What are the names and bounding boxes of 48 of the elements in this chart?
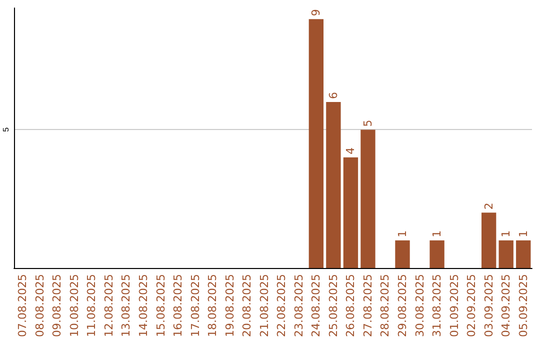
x-tick-label: 08.08.2025: [33, 274, 46, 337]
data-label: 1: [430, 230, 444, 238]
data-label: 4: [344, 147, 358, 154]
bar: [481, 212, 496, 268]
x-tick-label: 24.08.2025: [310, 274, 323, 337]
bar: [360, 130, 376, 268]
x-tick-label: 14.08.2025: [137, 274, 150, 337]
x-tick-label: 01.09.2025: [448, 274, 461, 337]
x-tick-label: 30.08.2025: [413, 274, 426, 337]
bar: [430, 240, 444, 268]
bar: [516, 240, 531, 268]
x-tick-label: 13.08.2025: [120, 274, 133, 337]
bar: [395, 240, 410, 268]
x-tick-label: 15.08.2025: [154, 274, 168, 337]
data-label: 1: [396, 230, 409, 238]
x-tick-label: 04.09.2025: [500, 274, 513, 337]
x-tick-label: 27.08.2025: [361, 274, 374, 337]
x-tick-label: 28.08.2025: [378, 274, 392, 337]
x-tick-label: 31.08.2025: [430, 274, 444, 337]
x-tick-label: 29.08.2025: [396, 274, 409, 337]
data-label: 5: [361, 120, 374, 127]
x-tick-label: 18.08.2025: [206, 274, 220, 337]
x-tick-label: 07.08.2025: [16, 274, 30, 337]
x-tick-label: 02.09.2025: [465, 274, 478, 337]
bar: [343, 157, 358, 268]
x-tick-label: 22.08.2025: [275, 274, 288, 337]
x-tick-label: 25.08.2025: [326, 274, 340, 337]
x-tick-label: 03.09.2025: [482, 274, 496, 337]
bar: [498, 240, 514, 268]
x-tick-label: 12.08.2025: [102, 274, 116, 337]
x-tick-label: 05.09.2025: [516, 274, 530, 337]
x-tick-label: 19.08.2025: [223, 274, 236, 337]
x-tick-label: 26.08.2025: [344, 274, 358, 337]
x-tick-label: 16.08.2025: [172, 274, 185, 337]
data-label: 1: [516, 230, 530, 238]
data-label: 2: [482, 202, 496, 210]
data-label: 9: [310, 9, 323, 16]
x-tick-label: 23.08.2025: [292, 274, 306, 337]
x-tick-label: 20.08.2025: [240, 274, 254, 337]
data-label: 1: [500, 230, 513, 238]
bar: [326, 102, 341, 268]
x-tick-label: 09.08.2025: [50, 274, 64, 337]
bar: [308, 19, 324, 268]
x-tick-label: 10.08.2025: [68, 274, 81, 337]
x-tick-label: 17.08.2025: [188, 274, 202, 337]
data-label: 6: [326, 92, 340, 100]
x-tick-label: 11.08.2025: [85, 274, 98, 337]
x-tick-label: 21.08.2025: [258, 274, 271, 337]
